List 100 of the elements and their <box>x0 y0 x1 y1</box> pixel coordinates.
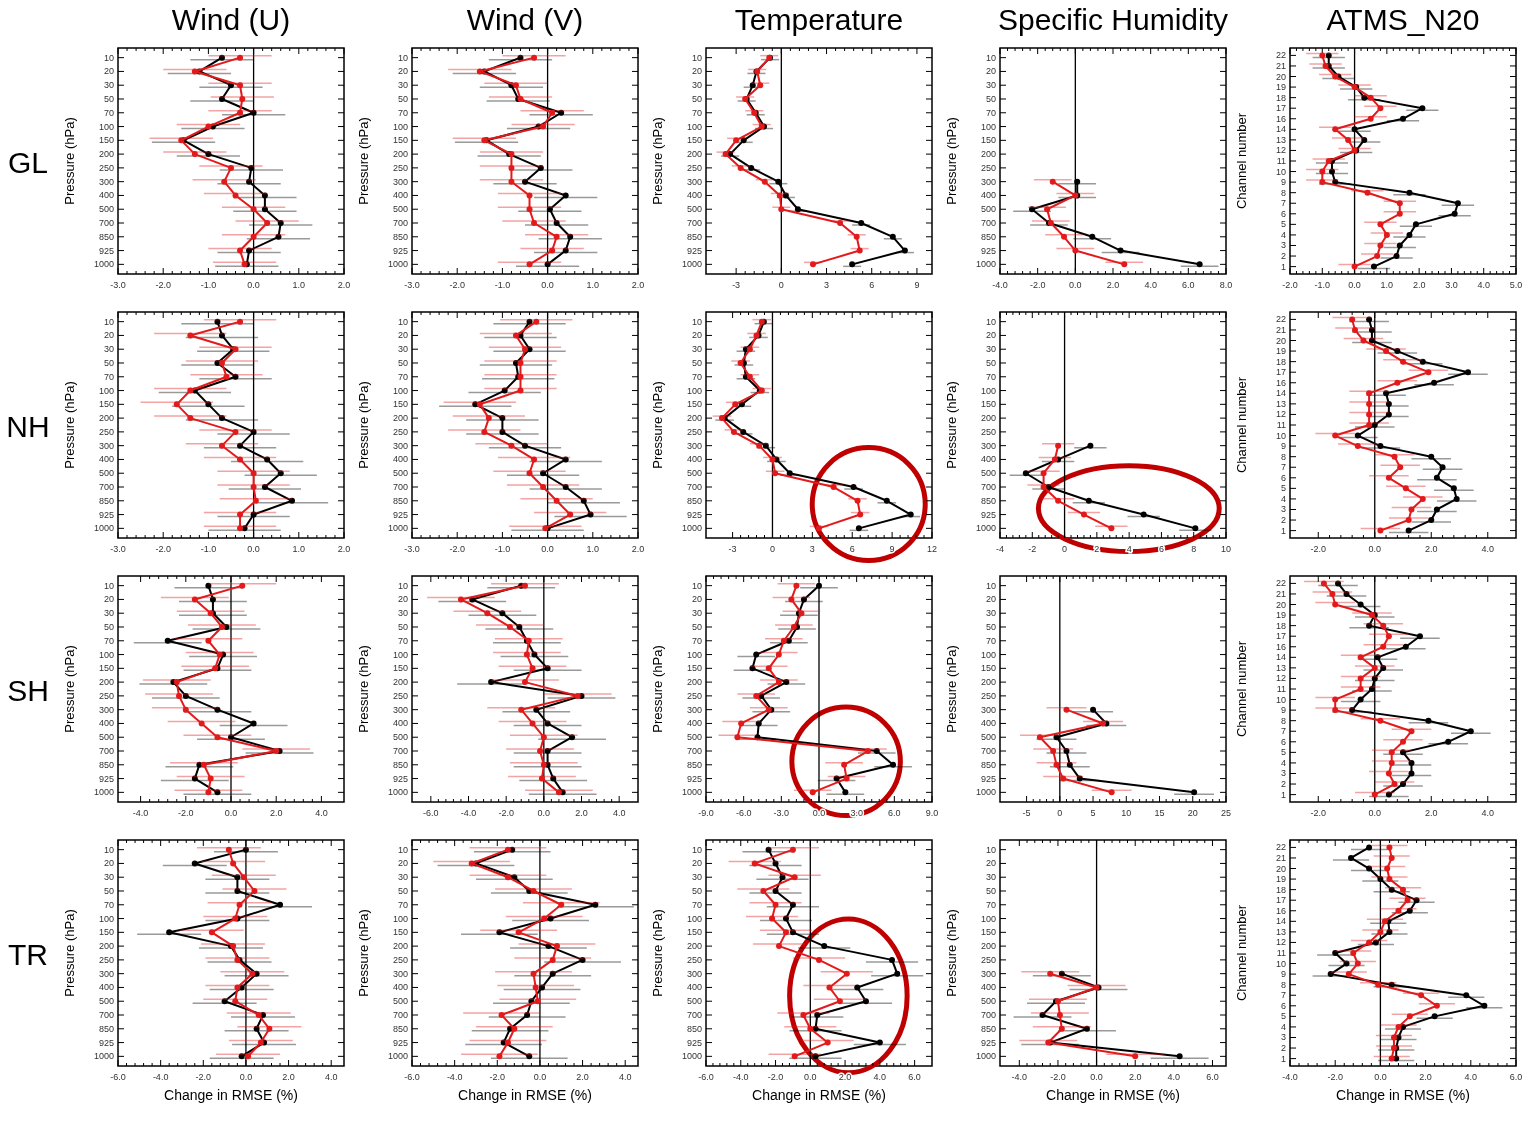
y-tick-label: 1000 <box>975 787 996 798</box>
y-tick-label: 925 <box>686 773 702 784</box>
y-tick-label: 20 <box>397 66 408 77</box>
x-tick-label: 9 <box>914 280 920 290</box>
y-tick-label: 200 <box>98 149 114 160</box>
y-tick-label: 4 <box>1280 757 1286 768</box>
y-tick-label: 10 <box>985 316 996 327</box>
y-tick-label: 11 <box>1276 156 1286 166</box>
y-axis-title: Pressure (hPa) <box>356 381 371 469</box>
y-tick-label: 400 <box>392 982 408 993</box>
y-tick-label: 500 <box>980 732 996 743</box>
y-tick-label: 50 <box>103 621 114 632</box>
x-tick-label: 2.0 <box>1106 280 1120 290</box>
y-tick-label: 30 <box>103 608 114 619</box>
text: GL <box>7 146 49 179</box>
x-tick-label: 0.0 <box>247 280 260 290</box>
y-tick-label: 70 <box>103 371 114 382</box>
y-tick-label: 100 <box>98 649 114 660</box>
x-tick-label: -2.0 <box>767 1072 784 1082</box>
y-tick-label: 12 <box>1275 937 1286 948</box>
y-tick-label: 70 <box>103 635 114 646</box>
y-tick-label: 13 <box>1275 662 1286 673</box>
y-axis-title: Pressure (hPa) <box>62 117 77 205</box>
x-tick-label: 6 <box>1158 544 1164 554</box>
y-tick-label: 30 <box>397 608 408 619</box>
y-tick-label: 700 <box>980 1010 996 1021</box>
y-tick-label: 1 <box>1280 1053 1286 1064</box>
y-axis-title: Channel number <box>1234 376 1249 474</box>
y-tick-label: 850 <box>980 759 996 770</box>
x-tick-label: -4.0 <box>460 808 477 818</box>
y-tick-label: 500 <box>686 468 702 479</box>
x-tick-label: -6.0 <box>423 808 439 818</box>
y-tick-label: 500 <box>686 996 702 1007</box>
x-tick-label: 4.0 <box>1464 1072 1478 1082</box>
y-axis-title: Pressure (hPa) <box>62 645 77 733</box>
y-tick-label: 20 <box>103 330 114 341</box>
y-tick-label: 22 <box>1275 842 1286 853</box>
y-axis-title: Pressure (hPa) <box>944 645 959 733</box>
x-axis-title: Change in RMSE (%) <box>458 1087 592 1103</box>
y-tick-label: 50 <box>103 357 114 368</box>
y-tick-label: 1 <box>1280 789 1286 800</box>
x-tick-label: 0.0 <box>1368 808 1382 818</box>
y-tick-label: 700 <box>980 746 996 757</box>
y-tick-label: 21 <box>1275 588 1286 599</box>
x-tick-label: 3.0 <box>1445 280 1458 290</box>
x-tick-label: -3.0 <box>110 544 126 554</box>
x-tick-label: 3 <box>824 280 830 290</box>
y-tick-label: 50 <box>397 621 408 632</box>
x-tick-label: 0.0 <box>1374 1072 1387 1082</box>
y-tick-label: 70 <box>397 107 408 118</box>
y-tick-label: 150 <box>98 135 114 146</box>
y-tick-label: 100 <box>980 649 996 660</box>
y-tick-label: 3 <box>1280 240 1286 251</box>
x-tick-label: 2.0 <box>269 808 283 818</box>
y-tick-label: 100 <box>980 385 996 396</box>
y-tick-label: 700 <box>980 218 996 229</box>
y-tick-label: 200 <box>392 941 408 952</box>
y-tick-label: 300 <box>686 440 702 451</box>
x-tick-label: 0.0 <box>541 544 554 554</box>
y-tick-label: 300 <box>686 968 702 979</box>
y-tick-label: 300 <box>686 176 702 187</box>
y-tick-label: 1000 <box>93 523 114 534</box>
y-tick-label: 1000 <box>681 523 702 534</box>
y-tick-label: 250 <box>392 162 408 173</box>
x-tick-label: -2.0 <box>1327 1072 1343 1082</box>
x-tick-label: 0.0 <box>812 808 826 818</box>
y-tick-label: 700 <box>980 482 996 493</box>
y-tick-label: 20 <box>1275 863 1286 874</box>
y-tick-label: 1000 <box>681 259 702 270</box>
y-tick-label: 300 <box>686 704 702 715</box>
y-tick-label: 925 <box>980 773 996 784</box>
y-tick-label: 19 <box>1275 610 1286 621</box>
x-tick-label: 4.0 <box>1481 808 1495 818</box>
y-tick-label: 14 <box>1275 652 1286 663</box>
y-tick-label: 700 <box>686 746 702 757</box>
y-tick-label: 500 <box>392 204 408 215</box>
y-tick-label: 100 <box>98 121 114 132</box>
x-tick-label: 9.0 <box>925 808 939 818</box>
y-tick-label: 100 <box>98 385 114 396</box>
y-tick-label: 150 <box>392 399 408 410</box>
y-tick-label: 10 <box>691 844 702 855</box>
y-tick-label: 30 <box>397 80 408 91</box>
y-tick-label: 30 <box>103 80 114 91</box>
y-tick-label: 20 <box>103 594 114 605</box>
y-tick-label: 700 <box>392 746 408 757</box>
x-tick-label: 4.0 <box>1477 280 1490 290</box>
y-tick-label: 500 <box>98 732 114 743</box>
y-tick-label: 300 <box>98 968 114 979</box>
y-tick-label: 50 <box>397 357 408 368</box>
y-tick-label: 70 <box>985 635 996 646</box>
x-tick-label: -4 <box>995 544 1005 554</box>
y-tick-label: 10 <box>985 52 996 63</box>
x-tick-label: 4.0 <box>315 808 328 818</box>
y-tick-label: 500 <box>980 996 996 1007</box>
y-tick-label: 50 <box>985 621 996 632</box>
y-tick-label: 300 <box>98 176 114 187</box>
x-tick-label: 6 <box>849 544 855 554</box>
x-tick-label: 0.0 <box>1090 1072 1103 1082</box>
y-tick-label: 20 <box>691 330 702 341</box>
y-tick-label: 200 <box>686 413 702 424</box>
